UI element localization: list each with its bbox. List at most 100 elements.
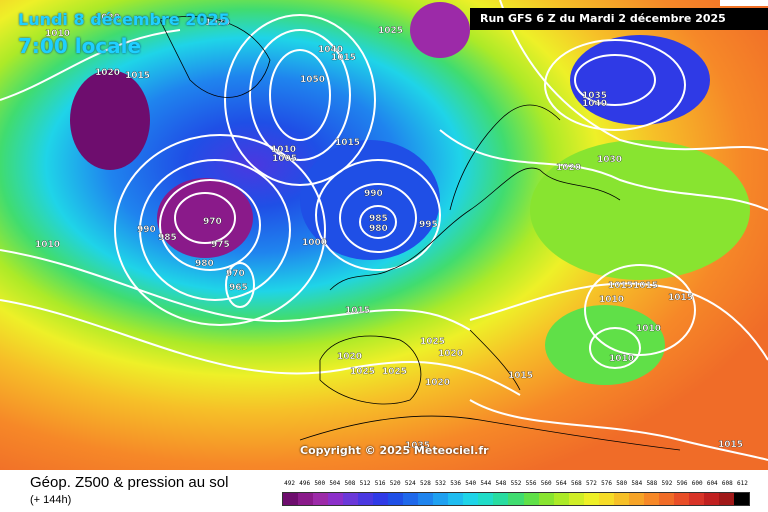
scale-label: 508 — [344, 480, 356, 487]
scale-label: 516 — [374, 480, 386, 487]
scale-swatch — [448, 493, 464, 505]
scale-label: 552 — [510, 480, 522, 487]
scale-swatch — [433, 493, 449, 505]
scale-swatch — [613, 493, 629, 505]
scale-label: 556 — [525, 480, 537, 487]
pressure-label: 1005 — [272, 154, 297, 164]
pressure-label: 1010 — [35, 240, 60, 250]
pressure-label: 995 — [419, 220, 438, 230]
pressure-label: 1015 — [345, 306, 370, 316]
low-blue-russia — [570, 35, 710, 125]
low-blue-scandinavia — [300, 140, 440, 260]
isobar — [269, 49, 331, 141]
scale-swatch — [388, 493, 404, 505]
pressure-label: 1015 — [608, 281, 633, 291]
pressure-label: 1040 — [582, 99, 607, 109]
scale-swatch — [373, 493, 389, 505]
scale-labels: 492 496 500 504 508 512 516 520 524 528 532 536 540 5… — [282, 480, 750, 492]
scale-swatch — [643, 493, 659, 505]
scale-label: 568 — [570, 480, 582, 487]
scale-label: 540 — [465, 480, 477, 487]
pressure-label: 1010 — [609, 354, 634, 364]
pressure-label: 990 — [364, 189, 383, 199]
scale-swatch — [328, 493, 344, 505]
isobars — [0, 0, 768, 460]
scale-label: 500 — [314, 480, 326, 487]
isobar — [339, 183, 417, 253]
isobar — [114, 134, 326, 326]
isobar — [469, 399, 768, 461]
pressure-label: 970 — [226, 269, 245, 279]
scale-label: 544 — [480, 480, 492, 487]
scale-label: 564 — [555, 480, 567, 487]
pressure-label: 1015 — [331, 53, 356, 63]
coastlines — [159, 16, 681, 451]
scale-swatch — [628, 493, 644, 505]
pressure-label: 1015 — [718, 440, 743, 450]
scale-label: 548 — [495, 480, 507, 487]
scale-label: 588 — [646, 480, 658, 487]
coast-italy — [469, 329, 521, 391]
scale-label: 496 — [299, 480, 311, 487]
pressure-label: 1035 — [405, 441, 430, 451]
scale-swatch — [313, 493, 329, 505]
isobar — [0, 29, 181, 101]
pressure-label: 990 — [137, 225, 156, 235]
pressure-label: 1010 — [45, 29, 70, 39]
low-core-atlantic — [157, 178, 253, 258]
isobar — [315, 159, 441, 271]
scale-swatch — [583, 493, 599, 505]
pressure-label: 970 — [203, 217, 222, 227]
pressure-label: 1025 — [378, 26, 403, 36]
weather-map: 1020 1020 1010 1025 1020 1015 1040 1050 1035 1040… — [0, 0, 768, 470]
scale-swatch — [568, 493, 584, 505]
scale-swatch — [553, 493, 569, 505]
pressure-label: 985 — [158, 233, 177, 243]
scale-swatch — [298, 493, 314, 505]
scale-label: 512 — [359, 480, 371, 487]
scale-swatch — [358, 493, 374, 505]
pressure-label: 1030 — [597, 155, 622, 165]
pressure-label: 1010 — [599, 295, 624, 305]
scale-swatch — [688, 493, 704, 505]
scale-label: 576 — [601, 480, 612, 487]
scale-swatch — [538, 493, 554, 505]
isobar — [224, 14, 376, 186]
scale-swatch — [493, 493, 509, 505]
valid-time: 7:00 locale — [18, 34, 142, 58]
isobar — [439, 129, 768, 211]
corner-box — [720, 0, 768, 6]
coast-scandinavia — [449, 104, 561, 211]
pressure-label: 1020 — [337, 352, 362, 362]
pressure-label: 1050 — [300, 75, 325, 85]
isobar — [544, 39, 686, 131]
pressure-label: 1040 — [318, 45, 343, 55]
isobar — [174, 192, 236, 244]
green-east-europe — [530, 140, 750, 280]
pressure-label: 1020 — [95, 68, 120, 78]
isobar — [469, 282, 768, 361]
low-core-north — [410, 2, 470, 58]
scale-label: 592 — [661, 480, 673, 487]
isobar — [589, 327, 641, 369]
isobar — [249, 29, 351, 161]
pressure-label: 1020 — [438, 349, 463, 359]
pressure-label: 1025 — [350, 367, 375, 377]
pressure-label: 985 — [369, 214, 388, 224]
scale-label: 600 — [691, 480, 703, 487]
coast-greenland — [159, 16, 271, 98]
color-scale: 492 496 500 504 508 512 516 520 524 528 532 536 540 5… — [282, 480, 750, 508]
scale-label: 612 — [737, 480, 748, 487]
low-core-greenland — [70, 70, 150, 170]
pressure-label: 1020 — [425, 378, 450, 388]
scale-label: 536 — [450, 480, 462, 487]
run-info: Run GFS 6 Z du Mardi 2 décembre 2025 — [470, 8, 768, 30]
footer-subtitle: (+ 144h) — [30, 494, 72, 506]
scale-label: 492 — [284, 480, 295, 487]
scale-swatch — [598, 493, 614, 505]
scale-swatch — [508, 493, 524, 505]
isobar — [0, 249, 471, 331]
isobar — [225, 262, 255, 308]
